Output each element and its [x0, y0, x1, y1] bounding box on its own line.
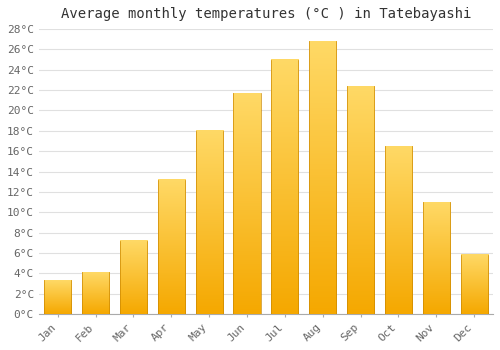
Title: Average monthly temperatures (°C ) in Tatebayashi: Average monthly temperatures (°C ) in Ta… — [60, 7, 471, 21]
